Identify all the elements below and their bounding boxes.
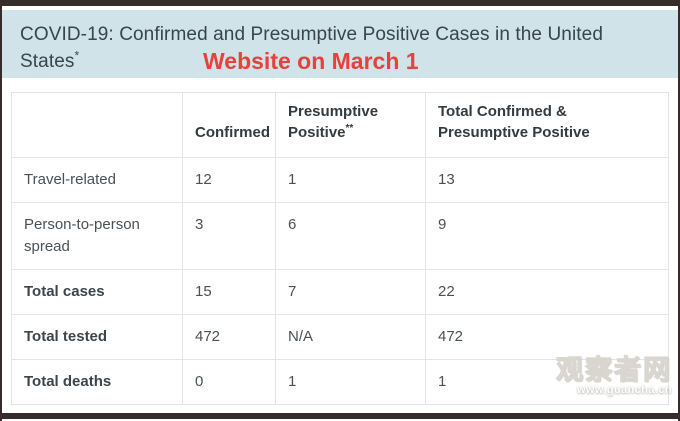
page-title: COVID-19: Confirmed and Presumptive Posi…: [20, 21, 678, 75]
cell-value: N/A: [275, 314, 426, 360]
page-title-line2: States: [20, 51, 75, 72]
cell-value: 15: [182, 269, 276, 315]
cell-value: 1: [275, 157, 426, 203]
table-row-total-tested: Total tested 472 N/A 472: [11, 314, 669, 360]
column-header-confirmed: Confirmed: [182, 92, 276, 158]
column-header-total: Total Confirmed & Presumptive Positive: [425, 92, 669, 158]
row-label: Total tested: [11, 314, 183, 360]
row-label: Total cases: [11, 269, 183, 315]
table-row-travel-related: Travel-related 12 1 13: [11, 157, 669, 203]
cell-value: 6: [275, 202, 426, 270]
covid-cases-table: Confirmed Presumptive Positive** Total C…: [11, 92, 669, 405]
page-title-line1: COVID-19: Confirmed and Presumptive Posi…: [20, 24, 603, 45]
cell-value: 0: [182, 359, 276, 405]
row-label: Total deaths: [11, 359, 183, 405]
row-label: Travel-related: [11, 157, 183, 203]
column-header-presumptive: Presumptive Positive**: [275, 92, 426, 158]
table-row-total-cases: Total cases 15 7 22: [11, 269, 669, 315]
cell-value: 12: [182, 157, 276, 203]
cell-value: 7: [275, 269, 426, 315]
column-header-empty: [11, 92, 183, 158]
annotation-website-date: Website on March 1: [203, 48, 419, 74]
table-header-row: Confirmed Presumptive Positive** Total C…: [11, 92, 669, 158]
cell-value: 9: [425, 202, 669, 270]
presumptive-footnote-marker: **: [345, 123, 354, 134]
frame-right-edge: [678, 0, 680, 421]
cell-value: 1: [275, 359, 426, 405]
cell-value: 13: [425, 157, 669, 203]
frame-top-bar: [0, 0, 680, 6]
cell-value: 472: [182, 314, 276, 360]
cell-value: 3: [182, 202, 276, 270]
table-row-total-deaths: Total deaths 0 1 1: [11, 359, 669, 405]
cell-value: 1: [425, 359, 669, 405]
frame-left-edge: [0, 0, 2, 421]
frame-bottom-bar: [0, 413, 680, 419]
row-label: Person-to-person spread: [11, 202, 183, 270]
table-header-band: COVID-19: Confirmed and Presumptive Posi…: [2, 10, 678, 78]
title-footnote-marker: *: [74, 48, 80, 63]
cell-value: 472: [425, 314, 669, 360]
table-row-person-to-person: Person-to-person spread 3 6 9: [11, 202, 669, 270]
cell-value: 22: [425, 269, 669, 315]
